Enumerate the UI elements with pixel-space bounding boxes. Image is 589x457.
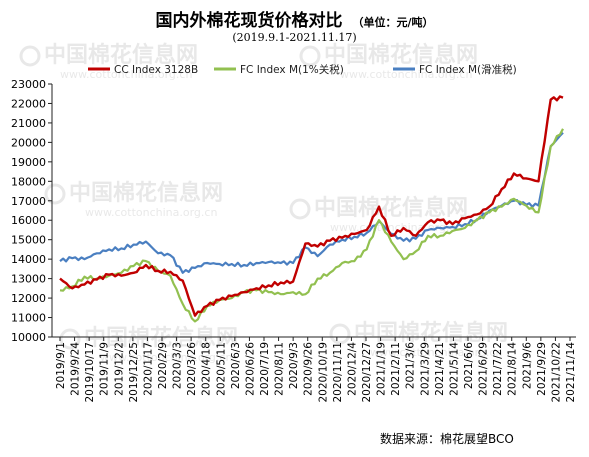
x-tick-label: 2021/11/14 (565, 342, 577, 403)
watermark-text: 中国棉花信息网 (44, 42, 198, 68)
chart-unit-label: （单位：元/吨） (352, 16, 434, 29)
watermark-text: 中国棉花信息网 (324, 42, 478, 68)
x-tick-label: 2020/3/3 (172, 342, 184, 389)
y-tick-label: 20000 (11, 136, 46, 149)
y-tick-label: 23000 (11, 78, 46, 91)
x-tick-label: 2020/8/11 (274, 342, 286, 396)
legend-label: FC Index M(1%关税) (240, 63, 344, 76)
x-tick-label: 2019/9/24 (70, 342, 82, 396)
y-tick-label: 13000 (11, 273, 46, 286)
x-tick-label: 2021/5/14 (448, 342, 460, 396)
legend-item: CC Index 3128B (88, 64, 198, 76)
x-tick-label: 2020/5/11 (215, 342, 227, 396)
y-tick-label: 16000 (11, 214, 46, 227)
x-tick-label: 2020/6/3 (230, 342, 242, 389)
data-source-note: 数据来源：棉花展望BCO (380, 432, 514, 446)
y-tick-label: 12000 (11, 292, 46, 305)
legend-item: FC Index M(滑准税) (393, 63, 517, 76)
series-line (59, 95, 564, 317)
x-tick-label: 2020/9/26 (303, 342, 315, 396)
legend-item: FC Index M(1%关税) (214, 63, 344, 76)
series-line (59, 128, 564, 323)
x-tick-label: 2021/3/6 (405, 342, 417, 389)
x-tick-label: 2021/1/19 (376, 342, 388, 396)
chart-subtitle: (2019.9.1-2021.11.17) (232, 31, 357, 44)
chart-title-block: 国内外棉花现货价格对比 （单位：元/吨） (0, 6, 589, 31)
watermark-url: www.cottonchina.org.cn (85, 206, 217, 219)
x-tick-label: 2020/4/18 (201, 342, 213, 396)
x-tick-label: 2020/1/17 (142, 342, 154, 396)
x-tick-label: 2021/9/29 (536, 342, 548, 396)
watermark-text: 中国棉花信息网 (354, 320, 508, 346)
chart-title: 国内外棉花现货价格对比 (155, 11, 343, 31)
watermark-url: www.cottonchina.org.cn (100, 351, 232, 364)
x-tick-label: 2021/8/14 (507, 342, 519, 396)
y-tick-label: 21000 (11, 117, 46, 130)
y-tick-label: 10000 (11, 331, 46, 344)
x-tick-label: 2020/12/4 (346, 342, 358, 396)
x-tick-label: 2021/6/29 (478, 342, 490, 396)
watermark-url: www.cottonchina.org.cn (370, 346, 502, 359)
x-tick-label: 2019/11/9 (99, 342, 111, 396)
y-tick-label: 11000 (11, 312, 46, 325)
watermark-text: 中国棉花信息网 (84, 325, 238, 351)
x-tick-label: 2021/7/22 (492, 342, 504, 396)
x-tick-label: 2021/3/29 (419, 342, 431, 396)
legend-label: CC Index 3128B (114, 64, 198, 76)
x-tick-label: 2020/10/19 (317, 342, 329, 403)
y-tick-label: 14000 (11, 253, 46, 266)
x-tick-label: 2021/2/11 (390, 342, 402, 396)
watermark-url: www.cottonchina.org.cn (60, 68, 192, 81)
watermark-layer: 中国棉花信息网www.cottonchina.org.cn中国棉花信息网www.… (19, 42, 508, 364)
x-tick-label: 2020/2/9 (157, 342, 169, 389)
x-tick-label: 2019/12/2 (113, 342, 125, 396)
x-tick-label: 2020/11/11 (332, 342, 344, 403)
y-tick-label: 18000 (11, 175, 46, 188)
chart-axes: 10000 11000 12000 13000 14000 15000 16000 17000… (11, 78, 577, 403)
x-tick-label: 2021/10/22 (550, 342, 562, 403)
x-tick-label: 2020/6/26 (244, 342, 256, 396)
x-tick-label: 2020/12/27 (361, 342, 373, 403)
chart-series-layer (59, 95, 564, 323)
watermark-url: www.cottonchina.org.cn (340, 68, 472, 81)
x-tick-label: 2021/4/21 (434, 342, 446, 396)
x-tick-label: 2020/9/3 (288, 342, 300, 389)
y-tick-label: 15000 (11, 234, 46, 247)
watermark-text: 中国棉花信息网 (69, 180, 223, 206)
x-tick-label: 2021/6/6 (463, 342, 475, 389)
y-tick-label: 19000 (11, 156, 46, 169)
x-tick-label: 2020/7/19 (259, 342, 271, 396)
y-tick-label: 22000 (11, 97, 46, 110)
x-tick-label: 2019/10/17 (84, 342, 96, 403)
x-tick-label: 2019/12/25 (128, 342, 140, 403)
chart-legend: CC Index 3128B FC Index M(1%关税) FC Index M… (88, 63, 517, 76)
watermark-text: 中国棉花信息网 (314, 195, 468, 221)
y-tick-label: 17000 (11, 195, 46, 208)
x-tick-label: 2020/3/26 (186, 342, 198, 396)
x-tick-label: 2019/9/1 (55, 342, 67, 389)
x-tick-label: 2021/9/6 (521, 342, 533, 389)
legend-label: FC Index M(滑准税) (419, 63, 517, 76)
